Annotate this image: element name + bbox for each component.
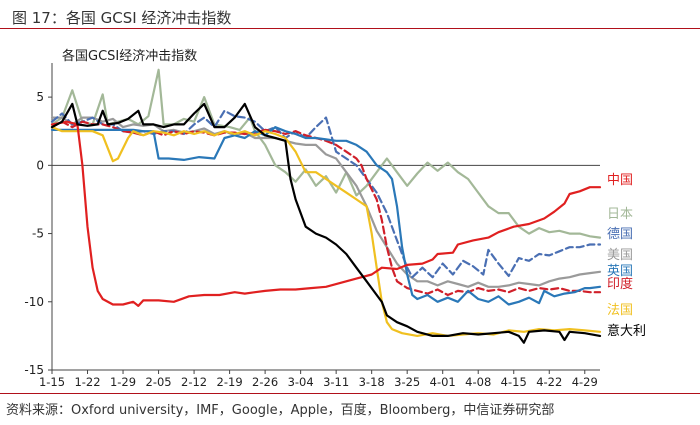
x-tick-label: 1-15 bbox=[39, 375, 65, 389]
footer-rule bbox=[0, 393, 700, 394]
x-tick-label: 1-22 bbox=[74, 375, 100, 389]
y-tick-label: -10 bbox=[24, 295, 44, 309]
series-line-美国 bbox=[50, 116, 602, 288]
header-rule bbox=[0, 28, 700, 29]
series-line-印度 bbox=[50, 120, 602, 297]
x-tick-label: 4-22 bbox=[536, 375, 562, 389]
legend-label-意大利: 意大利 bbox=[607, 323, 646, 339]
legend-label-中国: 中国 bbox=[607, 173, 633, 188]
y-tick-label: -15 bbox=[24, 363, 44, 377]
figure-title: 图 17：各国 GCSI 经济冲击指数 bbox=[12, 9, 232, 27]
series-line-德国 bbox=[50, 109, 602, 279]
y-tick-label: -5 bbox=[32, 227, 44, 241]
x-tick-label: 3-25 bbox=[394, 375, 420, 389]
x-tick-label: 1-29 bbox=[110, 375, 136, 389]
y-tick-label: 5 bbox=[36, 90, 44, 104]
series-line-英国 bbox=[50, 126, 602, 306]
x-tick-label: 2-19 bbox=[217, 375, 243, 389]
series-line-日本 bbox=[50, 68, 602, 239]
x-tick-label: 4-01 bbox=[430, 375, 456, 389]
x-tick-label: 2-05 bbox=[146, 375, 172, 389]
figure-header: 图 17：各国 GCSI 经济冲击指数 bbox=[6, 4, 694, 28]
series-line-法国 bbox=[50, 126, 602, 337]
legend-label-德国: 德国 bbox=[607, 227, 633, 242]
x-tick-label: 4-15 bbox=[501, 375, 527, 389]
axes: 5 0 -5 -10 -151-15 1-22 1-29 2-05 2-12 2-19 2-26 3-… bbox=[24, 63, 600, 389]
x-tick-label: 2-12 bbox=[181, 375, 207, 389]
x-tick-label: 3-18 bbox=[359, 375, 385, 389]
x-tick-label: 3-04 bbox=[288, 375, 314, 389]
x-tick-label: 2-26 bbox=[252, 375, 278, 389]
legend-label-日本: 日本 bbox=[607, 207, 633, 222]
series-line-意大利 bbox=[50, 102, 602, 344]
legend-label-英国: 英国 bbox=[607, 264, 633, 279]
legend-label-印度: 印度 bbox=[607, 276, 633, 292]
x-tick-label: 4-08 bbox=[465, 375, 491, 389]
y-tick-label: 0 bbox=[36, 158, 44, 172]
source-note: 资料来源：Oxford university，IMF，Google，Apple，… bbox=[6, 403, 555, 418]
gcsi-line-chart: 各国GCSI经济冲击指数 5 0 -5 -10 -151-15 1-22 1-29 2-05 2… bbox=[24, 48, 646, 389]
series-line-中国 bbox=[50, 120, 602, 307]
x-tick-label: 4-29 bbox=[572, 375, 598, 389]
series-layer bbox=[50, 68, 602, 344]
x-tick-label: 3-11 bbox=[323, 375, 349, 389]
legend-label-美国: 美国 bbox=[607, 248, 633, 263]
chart-title: 各国GCSI经济冲击指数 bbox=[62, 48, 197, 64]
legend-label-法国: 法国 bbox=[607, 303, 633, 318]
